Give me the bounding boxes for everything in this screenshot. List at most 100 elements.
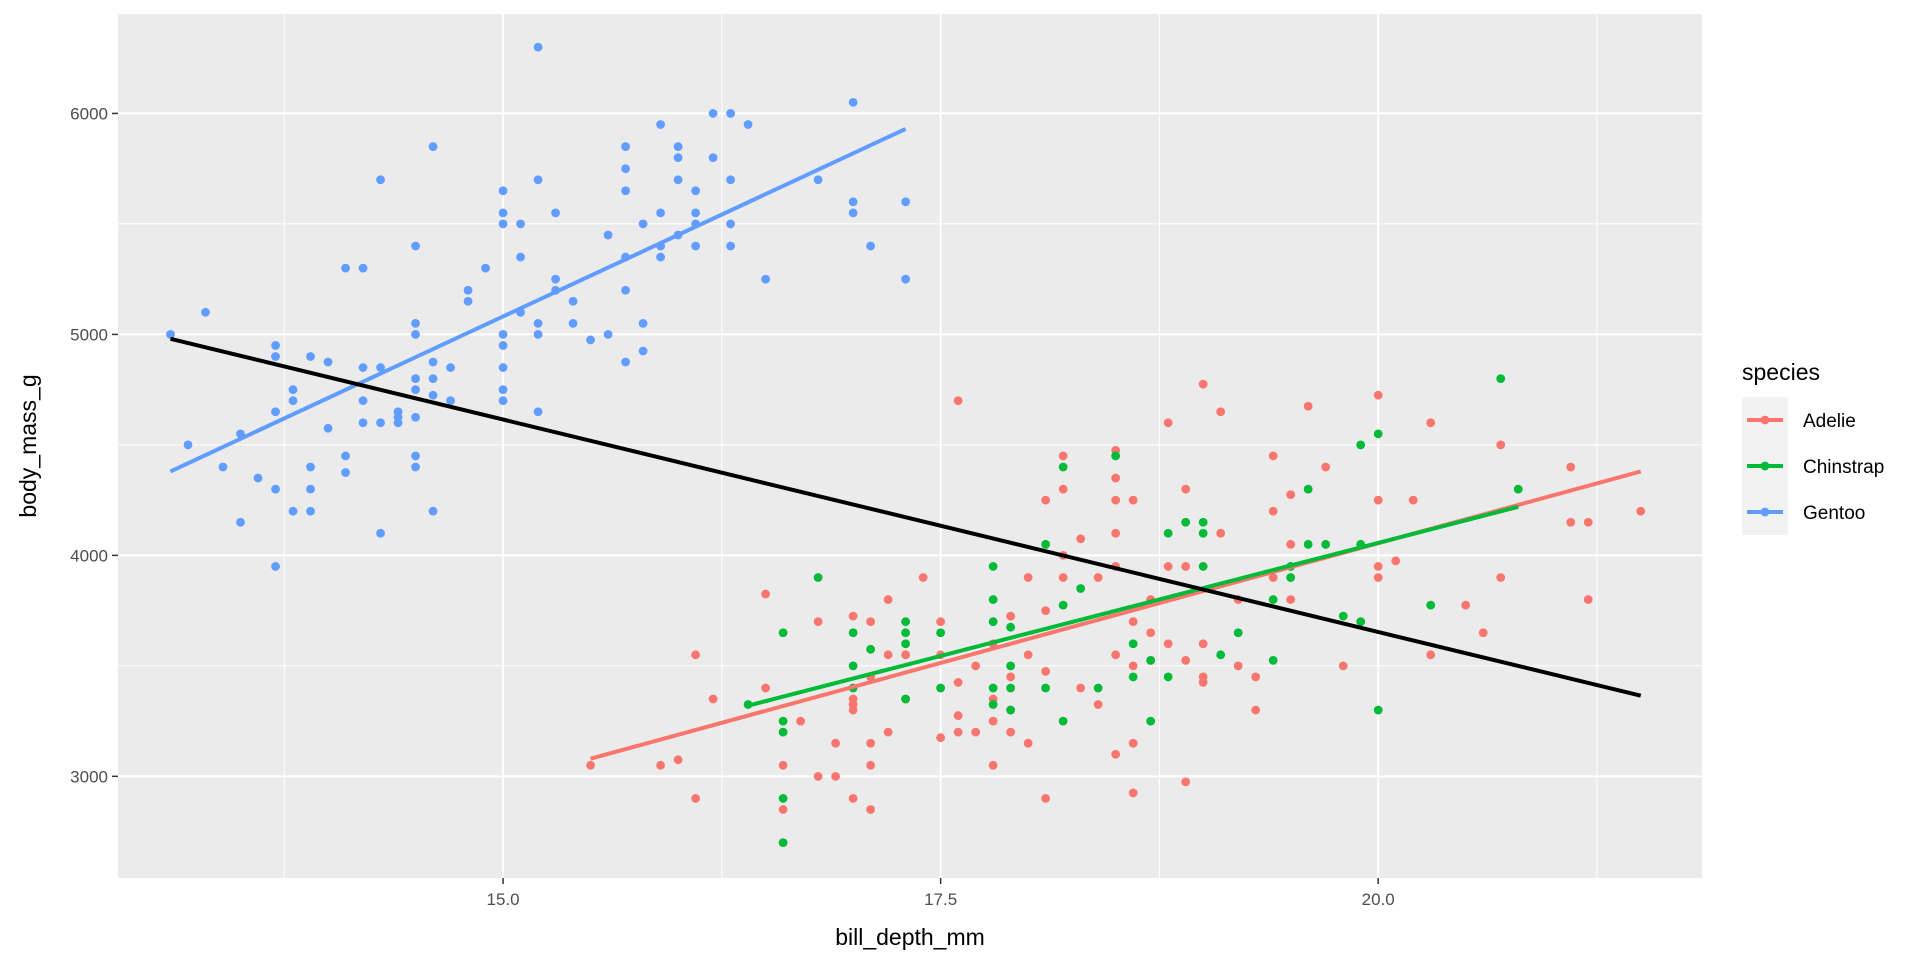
data-point-gentoo [498, 385, 508, 395]
minor-gridlines [118, 14, 1702, 878]
data-point-adelie [1146, 628, 1156, 638]
data-point-adelie [1076, 683, 1086, 693]
data-point-adelie [1128, 788, 1138, 798]
data-point-gentoo [621, 164, 630, 174]
data-point-adelie [778, 760, 788, 770]
data-point-chinstrap [1356, 440, 1366, 450]
data-point-chinstrap [1286, 573, 1296, 582]
data-point-adelie [1128, 495, 1138, 505]
data-point-adelie [1478, 628, 1488, 638]
data-point-gentoo [376, 363, 385, 372]
data-point-gentoo [428, 357, 438, 367]
data-point-gentoo [848, 208, 858, 218]
data-point-chinstrap [1426, 600, 1436, 610]
data-point-adelie [1583, 595, 1593, 604]
data-point-gentoo [236, 517, 245, 527]
data-point-adelie [761, 589, 771, 599]
data-point-adelie [1286, 595, 1296, 604]
data-point-gentoo [848, 97, 858, 107]
data-point-adelie [1163, 562, 1173, 571]
data-point-adelie [831, 738, 841, 748]
data-point-gentoo [726, 241, 735, 251]
data-point-adelie [1233, 661, 1243, 671]
legend-key-point [1760, 507, 1770, 517]
data-point-chinstrap [1041, 539, 1051, 549]
data-point-adelie [901, 650, 911, 660]
data-point-gentoo [656, 208, 665, 218]
data-point-chinstrap [1321, 539, 1331, 549]
x-tick-label: 20.0 [1362, 890, 1395, 909]
data-point-gentoo [848, 197, 858, 207]
data-point-gentoo [656, 252, 665, 262]
regression-lines [169, 127, 1642, 761]
data-point-gentoo [253, 473, 263, 483]
data-point-adelie [1391, 556, 1401, 566]
data-point-gentoo [288, 396, 298, 406]
data-point-adelie [673, 755, 683, 765]
data-point-adelie [1111, 495, 1121, 505]
data-point-adelie [1373, 562, 1383, 571]
data-point-gentoo [498, 186, 508, 196]
data-point-adelie [1216, 528, 1226, 538]
data-point-gentoo [411, 385, 420, 395]
data-point-chinstrap [988, 683, 998, 693]
data-point-adelie [971, 661, 981, 671]
x-tick-label: 15.0 [487, 890, 520, 909]
data-point-adelie [1338, 661, 1348, 671]
data-point-chinstrap [936, 628, 946, 638]
data-point-adelie [1268, 451, 1278, 461]
data-point-gentoo [673, 142, 683, 151]
data-point-adelie [1023, 738, 1033, 748]
data-point-chinstrap [901, 628, 911, 638]
data-point-adelie [1093, 700, 1103, 709]
data-point-adelie [883, 595, 893, 604]
data-point-adelie [1111, 473, 1121, 483]
data-point-chinstrap [1268, 595, 1278, 604]
data-point-adelie [1058, 573, 1068, 582]
data-point-gentoo [306, 352, 315, 361]
data-point-adelie [883, 727, 893, 737]
plot-panel [118, 14, 1702, 878]
data-point-chinstrap [1198, 562, 1208, 571]
data-point-gentoo [341, 263, 350, 273]
data-point-adelie [1321, 462, 1331, 472]
data-point-gentoo [621, 357, 630, 367]
data-point-gentoo [358, 363, 368, 372]
data-point-chinstrap [1076, 584, 1086, 593]
data-point-chinstrap [1233, 628, 1243, 638]
data-points [166, 42, 1646, 848]
data-point-adelie [1286, 539, 1296, 549]
data-point-adelie [1636, 506, 1646, 516]
data-point-gentoo [306, 462, 315, 472]
data-point-gentoo [691, 186, 700, 196]
data-point-gentoo [656, 120, 665, 129]
data-point-adelie [1006, 672, 1016, 682]
data-point-chinstrap [988, 700, 998, 709]
data-point-chinstrap [1216, 650, 1226, 660]
data-point-gentoo [638, 346, 648, 356]
data-point-gentoo [568, 318, 578, 328]
data-point-chinstrap [988, 617, 998, 627]
data-point-gentoo [166, 330, 175, 339]
data-point-adelie [953, 396, 963, 406]
legend: species Adelie Chinstrap Gentoo [1742, 359, 1884, 535]
data-point-gentoo [498, 219, 508, 229]
data-point-gentoo [568, 296, 578, 306]
legend-label-gentoo: Gentoo [1803, 503, 1865, 524]
data-point-chinstrap [1041, 683, 1051, 693]
data-point-gentoo [603, 330, 613, 339]
data-point-chinstrap [1058, 716, 1068, 726]
data-point-adelie [848, 794, 858, 803]
data-point-chinstrap [813, 573, 823, 582]
data-point-adelie [1286, 490, 1296, 500]
data-point-chinstrap [778, 727, 788, 737]
data-point-gentoo [341, 468, 350, 477]
data-point-adelie [761, 683, 771, 693]
data-point-gentoo [498, 363, 508, 372]
y-tick-label: 5000 [70, 325, 108, 344]
data-point-adelie [1093, 573, 1103, 582]
data-point-adelie [1373, 573, 1383, 582]
data-point-gentoo [638, 219, 648, 229]
y-tick-label: 6000 [70, 104, 108, 123]
data-point-adelie [691, 794, 700, 803]
